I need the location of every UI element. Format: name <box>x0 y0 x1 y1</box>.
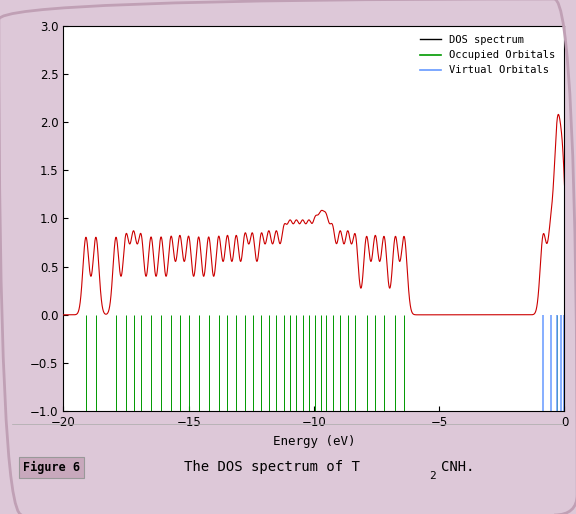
Text: Figure 6: Figure 6 <box>23 461 80 474</box>
Text: 2: 2 <box>429 471 436 481</box>
Text: CNH.: CNH. <box>441 460 474 474</box>
Text: The DOS spectrum of T: The DOS spectrum of T <box>184 460 360 474</box>
Legend: DOS spectrum, Occupied Orbitals, Virtual Orbitals: DOS spectrum, Occupied Orbitals, Virtual… <box>415 31 559 80</box>
X-axis label: Energy (eV): Energy (eV) <box>272 435 355 448</box>
